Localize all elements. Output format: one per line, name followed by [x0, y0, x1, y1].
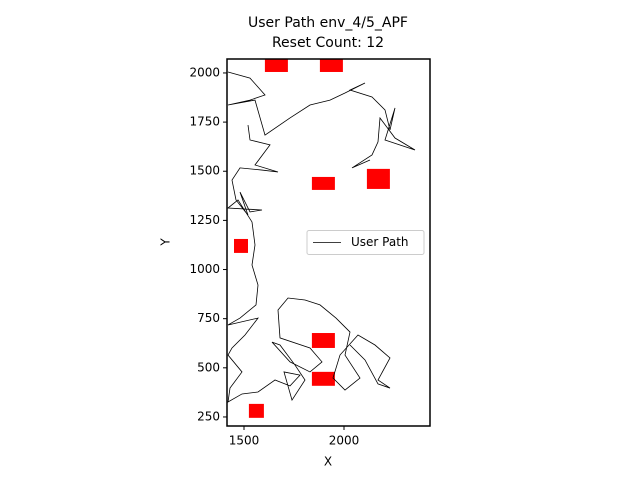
- y-axis-label: Y: [159, 238, 173, 247]
- plot-frame: [226, 58, 431, 427]
- plot-content: [227, 59, 416, 418]
- obstacle: [319, 59, 343, 72]
- x-tick-label: 2000: [329, 434, 360, 448]
- obstacle: [311, 333, 335, 348]
- obstacle: [248, 403, 264, 418]
- y-tick-label: 2000: [189, 65, 220, 79]
- y-tick-label: 1000: [189, 262, 220, 276]
- legend-label: User Path: [351, 235, 409, 249]
- y-tick-label: 1750: [189, 115, 220, 129]
- obstacle: [366, 168, 390, 189]
- x-axis-label: X: [324, 455, 332, 469]
- obstacle: [234, 238, 248, 253]
- obstacle: [264, 59, 288, 72]
- chart-title: User Path env_4/5_APF: [248, 15, 408, 31]
- y-tick-label: 750: [197, 311, 220, 325]
- obstacle: [311, 176, 335, 190]
- x-tick-label: 1500: [229, 434, 260, 448]
- y-tick-label: 1250: [189, 213, 220, 227]
- legend-box: [306, 230, 425, 255]
- y-tick-label: 250: [197, 409, 220, 423]
- y-tick-label: 1500: [189, 164, 220, 178]
- obstacle: [311, 371, 335, 386]
- user-path: [227, 124, 391, 403]
- chart-subtitle: Reset Count: 12: [272, 35, 384, 51]
- user-path: [227, 71, 416, 169]
- legend: User Path: [306, 230, 425, 255]
- y-tick-label: 500: [197, 360, 220, 374]
